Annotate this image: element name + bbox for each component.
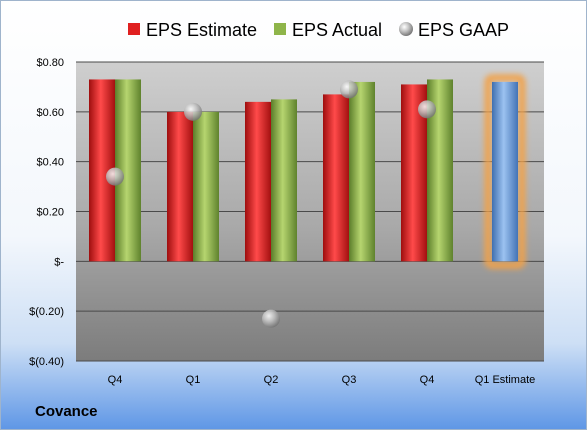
eps-estimate-bar <box>323 94 349 262</box>
legend: EPS Estimate EPS Actual EPS GAAP <box>128 20 509 40</box>
eps-actual-bar <box>193 111 219 262</box>
legend-label: EPS GAAP <box>418 20 509 40</box>
y-axis-labels: $0.80 $0.60 $0.40 $0.20 $- $(0.20) $(0.40) <box>29 57 64 368</box>
x-tick-label: Q1 Estimate <box>475 374 536 386</box>
eps-estimate-bar <box>167 111 193 262</box>
eps-gaap-marker <box>418 100 436 119</box>
y-tick-label: $0.80 <box>36 57 64 69</box>
y-tick-label: $0.20 <box>36 207 64 219</box>
legend-swatch <box>274 23 286 35</box>
estimate-highlight <box>484 74 526 269</box>
x-tick-label: Q1 <box>186 374 201 386</box>
company-name: Covance <box>35 403 98 420</box>
gridlines <box>76 61 544 362</box>
x-axis-labels: Q4 Q1 Q2 Q3 Q4 Q1 Estimate <box>108 374 536 386</box>
y-tick-label: $(0.20) <box>29 306 64 318</box>
x-tick-label: Q3 <box>342 374 357 386</box>
eps-gaap-marker <box>340 80 358 99</box>
legend-label: EPS Actual <box>292 20 382 40</box>
q1-estimate-bar <box>492 81 518 262</box>
x-tick-label: Q2 <box>264 374 279 386</box>
legend-swatch <box>128 23 140 35</box>
eps-gaap-marker <box>262 309 280 328</box>
y-tick-label: $0.60 <box>36 107 64 119</box>
x-tick-label: Q4 <box>420 374 435 386</box>
y-tick-label: $0.40 <box>36 157 64 169</box>
eps-estimate-bar <box>245 101 271 262</box>
y-tick-label: $- <box>54 256 64 268</box>
eps-actual-bar <box>271 99 297 262</box>
y-tick-label: $(0.40) <box>29 356 64 368</box>
eps-actual-bar <box>349 81 375 262</box>
gaap-markers <box>106 80 436 328</box>
x-tick-label: Q4 <box>108 374 123 386</box>
legend-swatch-gaap <box>399 22 413 36</box>
eps-gaap-marker <box>184 102 202 121</box>
eps-gaap-marker <box>106 167 124 186</box>
legend-label: EPS Estimate <box>146 20 257 40</box>
